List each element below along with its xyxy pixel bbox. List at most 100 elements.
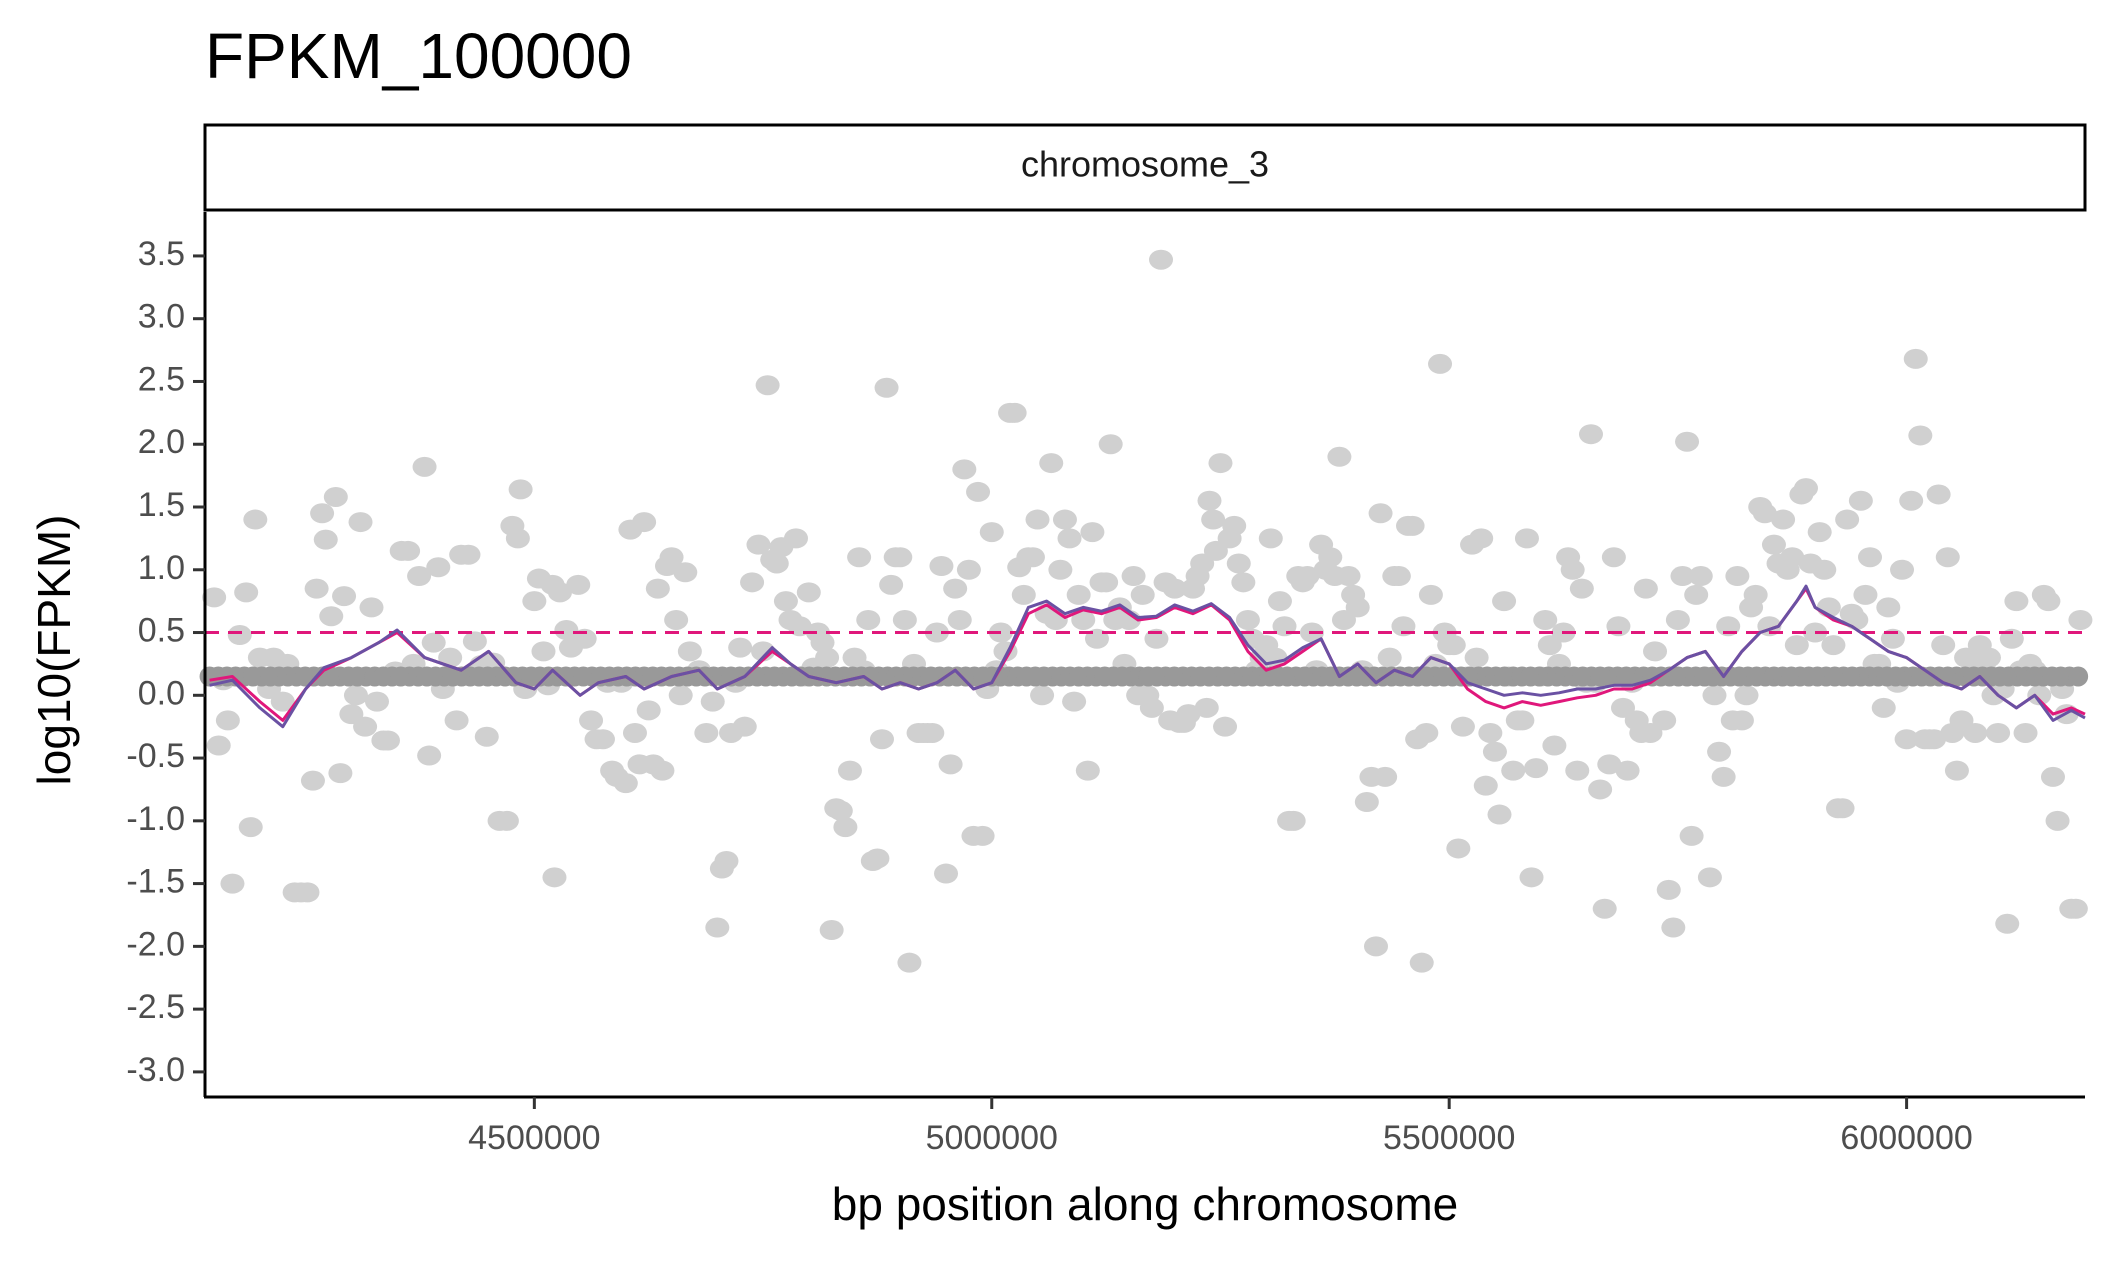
scatter-point [456, 544, 481, 565]
y-tick-label: 0.5 [138, 612, 185, 650]
scatter-point [227, 625, 252, 646]
scatter-point [732, 716, 757, 737]
scatter-point [353, 716, 378, 737]
scatter-point [1176, 704, 1201, 725]
scatter-point [1743, 584, 1768, 605]
scatter-point [270, 691, 295, 712]
scatter-point [924, 622, 949, 643]
scatter-point [444, 710, 469, 731]
scatter-point [664, 609, 689, 630]
scatter-point [1597, 754, 1622, 775]
scatter-point [1295, 566, 1320, 587]
scatter-point [645, 578, 670, 599]
y-axis-ticks: -3.0 -2.5 -2.0 -1.5 -1.0 -0.5 0.0 0.5 1.0 1.5 2.0 2… [126, 235, 205, 1089]
y-tick-label: -2.0 [126, 925, 185, 963]
smooth-line-smooth-primary [209, 584, 2086, 729]
scatter-point [1039, 453, 1064, 474]
scatter-point [1844, 609, 1869, 630]
scatter-point [1057, 528, 1082, 549]
scatter-point [929, 556, 954, 576]
scatter-point [426, 557, 451, 578]
scatter-point [888, 547, 913, 568]
scatter-point [300, 770, 325, 791]
scatter-point [1871, 697, 1896, 718]
scatter-point [1876, 597, 1901, 618]
x-axis-title: bp position along chromosome [832, 1178, 1458, 1230]
scatter-point [1890, 559, 1915, 580]
scatter-point [856, 609, 881, 630]
scatter-point [359, 597, 384, 618]
scatter-point [1121, 566, 1146, 587]
scatter-point [1197, 490, 1222, 511]
scatter-point [375, 730, 400, 751]
scatter-point [1675, 431, 1700, 452]
scatter-point [1761, 534, 1786, 555]
scatter-point [1665, 609, 1690, 630]
scatter-point [650, 760, 675, 781]
scatter-point [1931, 635, 1956, 656]
scatter-point [1679, 825, 1704, 846]
scatter-point [1213, 716, 1238, 737]
scatter-point [728, 637, 753, 658]
scatter-point [328, 763, 353, 784]
scatter-point [1926, 484, 1951, 505]
scatter-point [531, 641, 556, 662]
scatter-point [966, 481, 991, 502]
scatter-point [1075, 760, 1100, 781]
scatter-layer [202, 249, 2093, 973]
scatter-point [1377, 647, 1402, 668]
scatter-point [319, 606, 344, 627]
scatter-point [892, 609, 917, 630]
scatter-point [1578, 424, 1603, 445]
scatter-point [295, 882, 320, 903]
scatter-point [1235, 609, 1260, 630]
scatter-point [1020, 547, 1045, 568]
scatter-point [1386, 566, 1411, 587]
scatter-point [505, 528, 530, 549]
scatter-point [1752, 503, 1777, 524]
scatter-point [1098, 434, 1123, 455]
scatter-point [1501, 760, 1526, 781]
scatter-point [348, 512, 373, 533]
scatter-point [2068, 609, 2093, 630]
scatter-point [412, 456, 437, 477]
scatter-point [1025, 509, 1050, 530]
scatter-point [1793, 478, 1818, 499]
y-axis-title: log10(FPKM) [28, 515, 80, 786]
scatter-point [1688, 566, 1713, 587]
scatter-point [897, 952, 922, 973]
scatter-point [1062, 691, 1087, 712]
y-tick-label: -2.5 [126, 988, 185, 1026]
scatter-point [1400, 515, 1425, 536]
scatter-point [879, 574, 904, 595]
scatter-point [2036, 591, 2061, 612]
scatter-point [694, 722, 719, 743]
scatter-point [1858, 547, 1883, 568]
scatter-point [1524, 758, 1549, 779]
scatter-point [815, 647, 840, 668]
scatter-point [874, 377, 899, 398]
scatter-point [202, 587, 227, 608]
scatter-point [1601, 547, 1626, 568]
scatter-point [700, 691, 725, 712]
scatter-point [1633, 578, 1658, 599]
scatter-point [1592, 898, 1617, 919]
scatter-point [522, 591, 547, 612]
scatter-point [1697, 867, 1722, 888]
scatter-point [1373, 766, 1398, 787]
scatter-point [668, 685, 693, 706]
scatter-point [215, 710, 240, 731]
scatter-point [1345, 597, 1370, 618]
scatter-point [474, 726, 499, 747]
scatter-point [2063, 898, 2088, 919]
y-tick-label: -1.0 [126, 800, 185, 838]
scatter-point [1784, 635, 1809, 656]
scatter-point [1729, 710, 1754, 731]
scatter-point [396, 540, 421, 561]
scatter-point [705, 917, 730, 938]
scatter-point [714, 851, 739, 871]
scatter-point [1464, 647, 1489, 668]
scatter-point [1903, 348, 1928, 369]
scatter-point [1080, 522, 1105, 543]
